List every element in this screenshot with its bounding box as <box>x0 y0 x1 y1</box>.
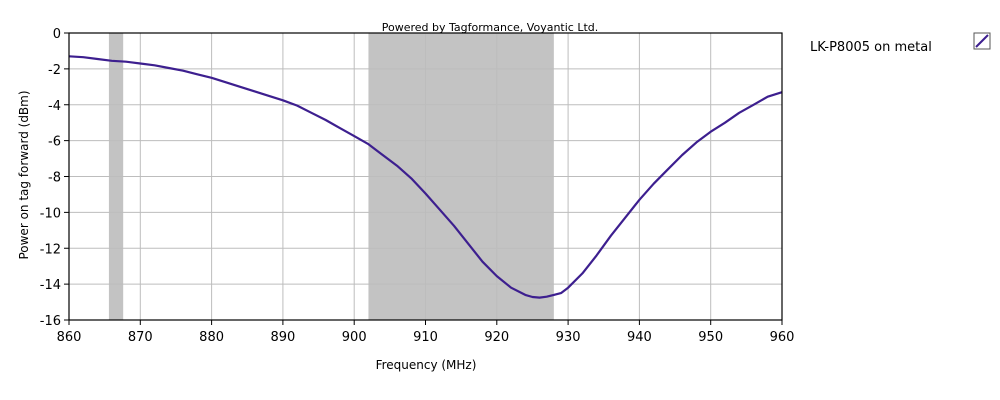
chart-subtitle: Powered by Tagformance, Voyantic Ltd. <box>382 21 599 34</box>
x-tick-label: 940 <box>627 330 652 345</box>
y-tick-label: -12 <box>40 242 61 257</box>
x-tick-label: 880 <box>199 330 224 345</box>
x-tick-label: 890 <box>270 330 295 345</box>
x-axis-ticks: 860 870 880 890 900 910 920 930 940 950 960 <box>57 320 795 345</box>
y-tick-label: 0 <box>53 27 61 42</box>
y-tick-label: -14 <box>40 278 61 293</box>
x-tick-label: 860 <box>57 330 82 345</box>
x-axis-title: Frequency (MHz) <box>376 358 477 372</box>
x-tick-label: 960 <box>770 330 795 345</box>
y-tick-label: -16 <box>40 314 61 329</box>
series-layer <box>68 55 783 299</box>
grid <box>68 32 783 321</box>
x-tick-label: 950 <box>698 330 723 345</box>
y-tick-label: -10 <box>40 206 61 221</box>
x-tick-label: 870 <box>128 330 153 345</box>
legend-swatch-line-icon <box>975 34 989 48</box>
x-tick-label: 910 <box>413 330 438 345</box>
y-tick-label: -6 <box>48 135 61 150</box>
legend: LK-P8005 on metal <box>810 32 991 55</box>
y-tick-label: -8 <box>48 171 61 186</box>
y-tick-label: -2 <box>48 63 61 78</box>
series-line-0 <box>68 55 783 299</box>
y-axis-ticks: 0 -2 -4 -6 -8 -10 -12 -14 -16 <box>40 27 69 329</box>
x-tick-label: 920 <box>484 330 509 345</box>
x-tick-label: 930 <box>556 330 581 345</box>
x-tick-label: 900 <box>342 330 367 345</box>
y-axis-title: Power on tag forward (dBm) <box>17 90 31 259</box>
y-tick-label: -4 <box>48 99 61 114</box>
legend-label-series-0: LK-P8005 on metal <box>810 40 932 55</box>
